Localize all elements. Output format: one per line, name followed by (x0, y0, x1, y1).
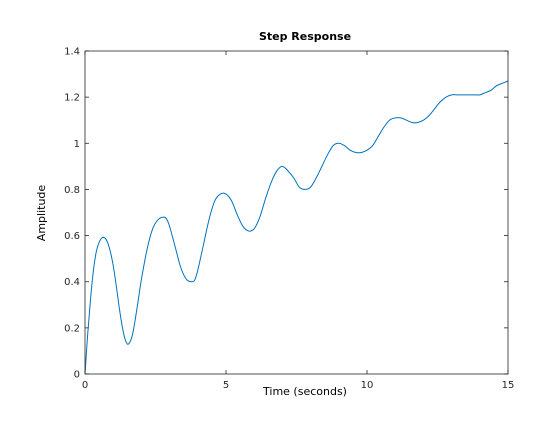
series-layer (84, 80, 509, 375)
chart-title: Step Response (259, 30, 351, 43)
x-tick-label: 15 (502, 380, 515, 391)
y-axis-label: Amplitude (35, 185, 48, 242)
x-tick-label: 10 (361, 380, 374, 391)
y-tick-label: 1.2 (64, 93, 80, 104)
x-tick-label: 0 (82, 380, 88, 391)
y-tick-label: 0.2 (64, 323, 80, 334)
y-tick-label: 1 (74, 139, 80, 150)
x-axis-label: Time (seconds) (262, 385, 347, 398)
x-tick-label: 5 (223, 380, 229, 391)
plot-area (85, 51, 508, 374)
plot-frame (84, 50, 509, 375)
y-tick-label: 0 (74, 370, 80, 381)
step-response-line (84, 80, 509, 375)
y-tick-label: 0.4 (64, 277, 80, 288)
y-tick-label: 0.8 (64, 185, 80, 196)
y-tick-label: 0.6 (64, 231, 80, 242)
y-tick-label: 1.4 (64, 47, 80, 58)
